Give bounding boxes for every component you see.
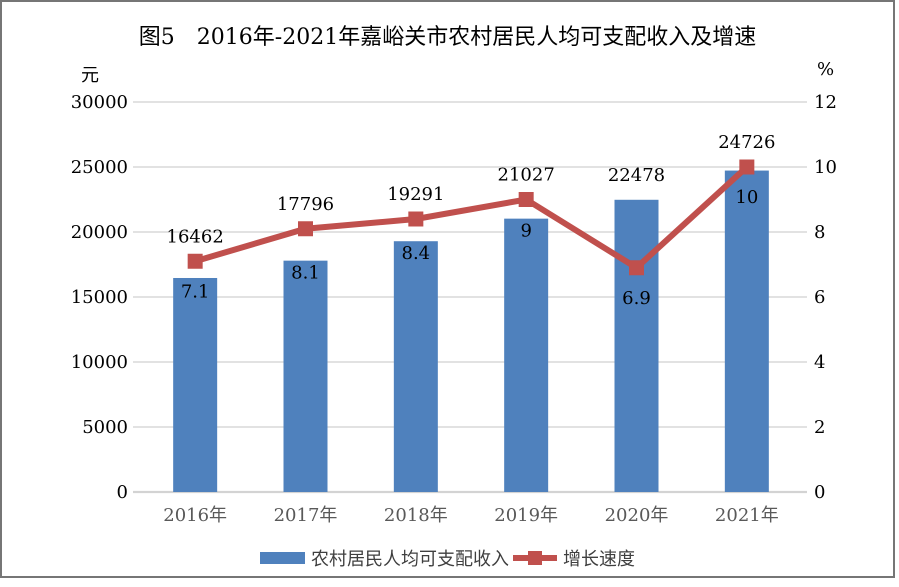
growth-value-label: 8.1: [291, 263, 320, 284]
line-marker: [298, 221, 313, 237]
x-axis-label: 2021年: [715, 505, 779, 526]
right-axis-tick-label: 6: [814, 287, 825, 308]
bar-2017年: [283, 260, 328, 492]
legend-bar-swatch-icon: [260, 552, 305, 564]
income-value-label: 19291: [387, 184, 444, 205]
x-axis-label: 2018年: [384, 505, 448, 526]
income-value-label: 22478: [608, 165, 665, 186]
bar-2020年: [614, 199, 659, 492]
growth-value-label: 6.9: [622, 288, 651, 309]
line-marker: [629, 260, 644, 276]
line-marker: [187, 253, 203, 269]
chart-title: 图5 2016年-2021年嘉峪关市农村居民人均可支配收入及增速: [138, 25, 757, 50]
legend-line-swatch-icon: [513, 550, 557, 566]
growth-value-label: 8.4: [402, 243, 431, 264]
left-axis-tick-label: 5000: [82, 417, 128, 438]
left-axis-tick-label: 20000: [71, 222, 128, 243]
right-axis-tick-label: 4: [814, 352, 825, 373]
income-value-label: 16462: [167, 226, 224, 247]
chart-legend: 农村居民人均可支配收入 增长速度: [2, 545, 893, 571]
income-value-label: 24726: [718, 132, 775, 153]
legend-label-income: 农村居民人均可支配收入: [311, 549, 509, 570]
line-marker: [518, 192, 534, 207]
line-marker: [739, 159, 755, 175]
left-axis-unit-label: 元: [81, 65, 99, 86]
line-marker: [408, 211, 424, 227]
left-axis-tick-label: 0: [117, 482, 128, 503]
x-axis-label: 2016年: [163, 505, 227, 526]
x-axis-label: 2019年: [494, 505, 558, 526]
right-axis-tick-label: 0: [814, 482, 825, 503]
income-value-label: 17796: [277, 194, 334, 215]
legend-item-income: 农村居民人均可支配收入: [260, 545, 509, 571]
growth-line: [194, 164, 749, 272]
bar-2019年: [504, 218, 549, 493]
right-axis-tick-label: 8: [814, 222, 825, 243]
income-value-label: 21027: [498, 165, 555, 186]
legend-label-growth: 增长速度: [563, 549, 635, 570]
right-axis-tick-label: 12: [814, 92, 837, 113]
right-axis-tick-label: 2: [814, 417, 825, 438]
right-axis-unit-label: %: [817, 59, 835, 80]
growth-value-label: 10: [735, 187, 758, 208]
x-axis-label: 2020年: [605, 505, 669, 526]
left-axis-tick-label: 25000: [71, 157, 128, 178]
legend-item-growth: 增长速度: [513, 545, 635, 571]
bar-2016年: [173, 277, 218, 492]
left-axis-tick-label: 15000: [71, 287, 128, 308]
bar-2018年: [393, 241, 438, 492]
bar-2021年: [724, 170, 769, 492]
left-axis-tick-label: 30000: [71, 92, 128, 113]
left-axis-tick-label: 10000: [71, 352, 128, 373]
x-axis-label: 2017年: [274, 505, 338, 526]
growth-value-label: 7.1: [181, 281, 210, 302]
right-axis-tick-label: 10: [814, 157, 837, 178]
growth-value-label: 9: [520, 221, 531, 242]
legend-line-marker-icon: [528, 551, 542, 565]
